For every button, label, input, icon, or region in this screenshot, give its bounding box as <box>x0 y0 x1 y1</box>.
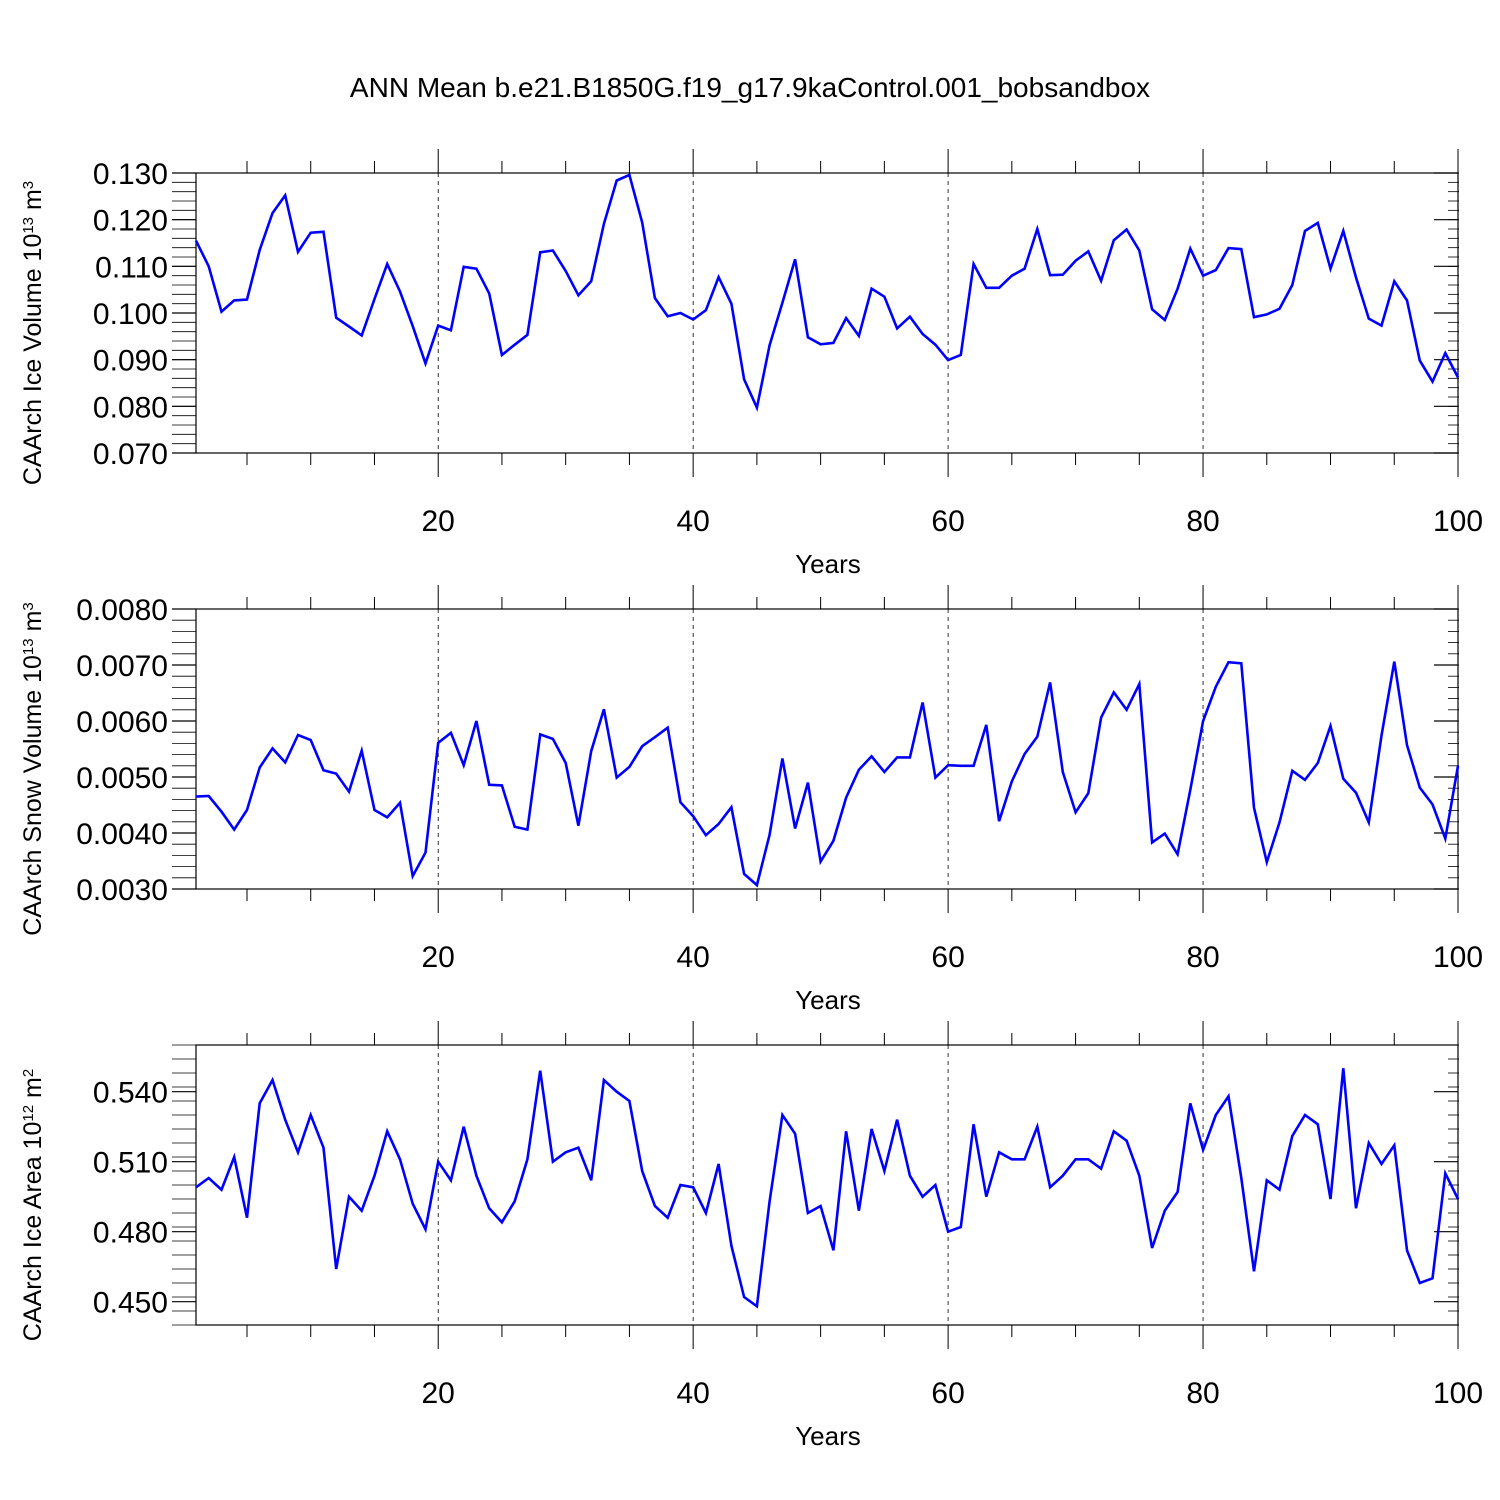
y-axis-label-exponent: 12 <box>20 1105 37 1122</box>
x-tick-label: 20 <box>422 505 455 538</box>
y-tick-label: 0.110 <box>95 251 168 284</box>
x-axis-label: Years <box>795 549 861 579</box>
panel-ice-area: 0.450 0.480 0.510 0.540 20 40 60 80 100 Years CAAr… <box>19 1021 1483 1451</box>
plot-frame <box>195 172 1459 454</box>
y-tick-label: 0.0040 <box>76 818 168 851</box>
y-axis-label: CAArch Ice Volume 1013 m3 <box>19 181 47 485</box>
x-tick-label: 40 <box>676 1377 709 1410</box>
y-axis-label-unit-exponent: 2 <box>20 1069 37 1077</box>
x-tick-label: 80 <box>1186 505 1219 538</box>
x-tick-label: 80 <box>1186 941 1219 974</box>
x-axis-label: Years <box>795 985 861 1015</box>
y-tick-label: 0.450 <box>93 1287 168 1320</box>
plot-frame <box>195 1044 1459 1326</box>
y-tick-label: 0.100 <box>93 298 168 331</box>
x-tick-label: 80 <box>1186 1377 1219 1410</box>
y-axis-label-unit: m <box>19 189 47 217</box>
plot-frame <box>195 608 1459 890</box>
series-line <box>195 660 1460 888</box>
page-title: ANN Mean b.e21.B1850G.f19_g17.9kaControl… <box>349 72 1151 103</box>
y-tick-label: 0.130 <box>93 158 168 191</box>
y-tick-label: 0.540 <box>93 1077 168 1110</box>
panel-ice-volume: 0.070 0.080 0.090 0.100 0.110 0.120 0.130 20 40 6… <box>19 149 1483 579</box>
y-tick-label: 0.090 <box>93 345 168 378</box>
x-tick-label: 40 <box>676 505 709 538</box>
x-tick-label: 40 <box>676 941 709 974</box>
y-axis-label-base: CAArch Ice Area 10 <box>19 1122 47 1342</box>
x-tick-label: 60 <box>931 1377 964 1410</box>
y-tick-label: 0.120 <box>93 205 168 238</box>
y-axis-label-unit-exponent: 3 <box>20 602 37 610</box>
y-tick-label: 0.080 <box>93 391 168 424</box>
y-tick-label: 0.0080 <box>76 594 168 627</box>
series-line <box>195 1068 1460 1309</box>
y-tick-label: 0.0060 <box>76 706 168 739</box>
y-axis-label-base: CAArch Snow Volume 10 <box>19 655 47 936</box>
x-axis-label: Years <box>795 1421 861 1451</box>
y-axis-label-exponent: 13 <box>20 217 37 234</box>
x-tick-label: 60 <box>931 505 964 538</box>
y-tick-label: 0.480 <box>93 1217 168 1250</box>
x-tick-label: 100 <box>1433 1377 1483 1410</box>
series-line <box>194 173 1460 412</box>
y-axis-label-exponent: 13 <box>20 638 37 655</box>
y-tick-label: 0.0030 <box>76 874 168 907</box>
y-tick-label: 0.0050 <box>76 762 168 795</box>
y-axis-label-unit-exponent: 3 <box>20 181 37 189</box>
y-tick-label: 0.0070 <box>76 650 168 683</box>
y-tick-label: 0.510 <box>93 1147 168 1180</box>
y-axis-label-unit: m <box>19 611 47 639</box>
x-tick-label: 20 <box>422 941 455 974</box>
panel-snow-volume: 0.0030 0.0040 0.0050 0.0060 0.0070 0.0080 20 40… <box>19 585 1483 1015</box>
x-tick-label: 60 <box>931 941 964 974</box>
y-axis-label: CAArch Snow Volume 1013 m3 <box>19 602 47 936</box>
y-tick-label: 0.070 <box>93 438 168 471</box>
y-axis-label: CAArch Ice Area 1012 m2 <box>19 1069 47 1341</box>
y-axis-label-base: CAArch Ice Volume 10 <box>19 234 47 486</box>
x-tick-label: 20 <box>422 1377 455 1410</box>
x-tick-label: 100 <box>1433 505 1483 538</box>
y-axis-label-unit: m <box>19 1077 47 1105</box>
x-tick-label: 100 <box>1433 941 1483 974</box>
